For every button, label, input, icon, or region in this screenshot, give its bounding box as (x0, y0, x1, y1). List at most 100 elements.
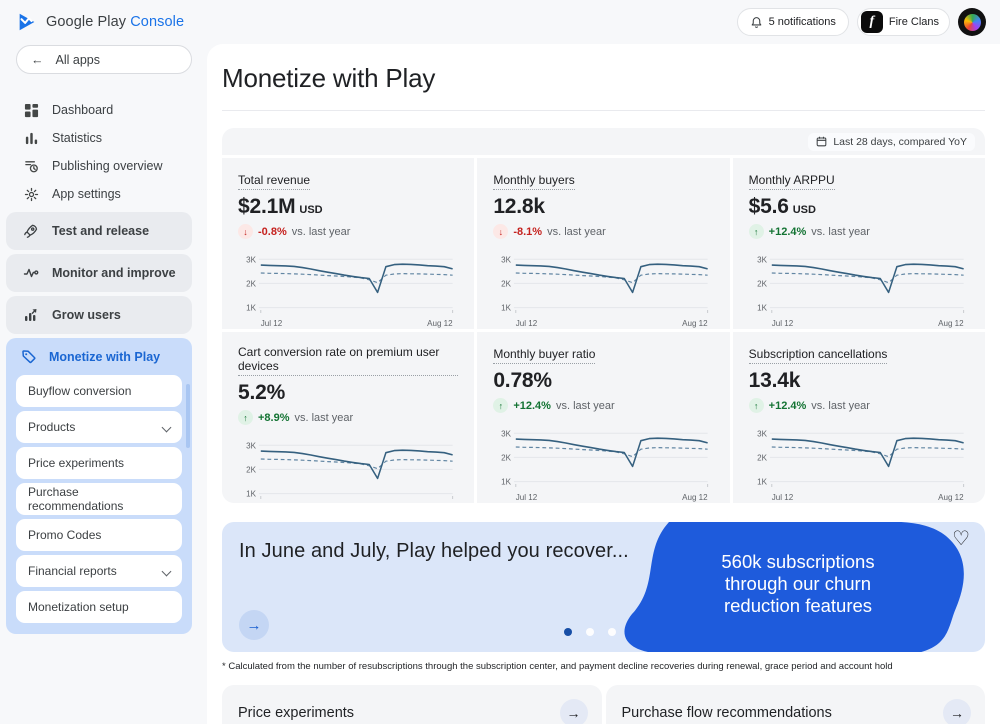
page-title: Monetize with Play (222, 63, 436, 93)
metrics-grid: Total revenue $2.1M USD ↓ -0.8% vs. last … (222, 158, 985, 503)
delta-suffix: vs. last year (291, 225, 351, 238)
metric-value: $2.1M (238, 195, 296, 218)
sidebar-item-publishing-overview[interactable]: Publishing overview (0, 152, 207, 180)
sidebar-nav: Dashboard Statistics Publishing overview (0, 96, 207, 208)
metric-delta: ↓ -0.8% vs. last year (238, 224, 458, 239)
metric-card-monthly-buyer-ratio: Monthly buyer ratio 0.78% ↑ +12.4% vs. l… (477, 332, 730, 503)
svg-text:Aug 12: Aug 12 (938, 493, 964, 502)
metric-label[interactable]: Subscription cancellations (748, 347, 888, 364)
sidebar-subitem-monetization-setup[interactable]: Monetization setup (16, 591, 182, 623)
main-content: Monetize with Play Last 28 days, compare… (207, 44, 1000, 724)
svg-text:Jul 12: Jul 12 (516, 319, 538, 328)
all-apps-label: All apps (55, 52, 100, 67)
gear-icon (23, 186, 39, 202)
sidebar-subitem-promo-codes[interactable]: Promo Codes (16, 519, 182, 551)
svg-text:Aug 12: Aug 12 (938, 319, 964, 328)
sidebar-item-app-settings[interactable]: App settings (0, 180, 207, 208)
carousel-dot[interactable] (608, 628, 616, 636)
metric-label[interactable]: Monthly buyer ratio (493, 347, 596, 364)
delta-value: -0.8% (258, 225, 287, 238)
delta-value: +8.9% (258, 411, 290, 424)
carousel-dot[interactable] (586, 628, 594, 636)
metric-label[interactable]: Monthly buyers (493, 173, 575, 190)
trend-up-icon: ↑ (493, 398, 509, 413)
all-apps-button[interactable]: ← All apps (16, 45, 192, 74)
svg-text:3K: 3K (246, 441, 256, 450)
sidebar-item-test-and-release[interactable]: Test and release (6, 212, 192, 250)
sidebar: ← All apps Dashboard Statistics (0, 44, 207, 724)
metric-value: 5.2% (238, 381, 286, 404)
subitem-label: Financial reports (28, 564, 117, 578)
sidebar-item-statistics[interactable]: Statistics (0, 124, 207, 152)
notifications-button[interactable]: 5 notifications (736, 8, 849, 36)
svg-text:Aug 12: Aug 12 (682, 319, 708, 328)
subitem-label: Promo Codes (28, 528, 102, 542)
metric-card-total-revenue: Total revenue $2.1M USD ↓ -0.8% vs. last … (222, 158, 475, 332)
app-switcher-button[interactable]: f Fire Clans (856, 8, 950, 36)
sidebar-subitem-products[interactable]: Products (16, 411, 182, 443)
open-price-experiments-button[interactable]: → (559, 699, 588, 724)
svg-text:2K: 2K (502, 453, 512, 462)
date-range-badge[interactable]: Last 28 days, compared YoY (808, 132, 975, 151)
svg-text:3K: 3K (502, 255, 512, 264)
svg-text:Aug 12: Aug 12 (427, 319, 453, 328)
sidebar-subitem-price-experiments[interactable]: Price experiments (16, 447, 182, 479)
bottom-cards: Price experiments → Understand how buyer… (222, 685, 985, 724)
svg-text:Jul 12: Jul 12 (516, 493, 538, 502)
sidebar-item-monetize-with-play[interactable]: Monetize with Play (6, 338, 192, 375)
promo-banner[interactable]: In June and July, Play helped you recove… (222, 522, 985, 652)
sidebar-item-grow-users[interactable]: Grow users (6, 296, 192, 334)
delta-suffix: vs. last year (547, 225, 606, 238)
svg-text:Jul 12: Jul 12 (771, 493, 793, 502)
growth-chart-icon (23, 307, 39, 323)
metric-card-cart-conversion-rate: Cart conversion rate on premium user dev… (222, 332, 475, 503)
heart-icon[interactable]: ♡ (952, 528, 970, 550)
svg-text:3K: 3K (502, 429, 512, 438)
purchase-flow-recommendations-card: Purchase flow recommendations → Understa… (605, 685, 985, 724)
sidebar-item-monitor-and-improve[interactable]: Monitor and improve (6, 254, 192, 292)
card-title: Purchase flow recommendations (621, 705, 832, 721)
sidebar-subitem-purchase-recommendations[interactable]: Purchase recommendations (16, 483, 182, 515)
sidebar-subitem-financial-reports[interactable]: Financial reports (16, 555, 182, 587)
metric-card-monthly-buyers: Monthly buyers 12.8k ↓ -8.1% vs. last ye… (477, 158, 730, 329)
chevron-down-icon (163, 423, 171, 431)
brand-name: Google Play Console (46, 14, 184, 30)
rocket-icon (23, 223, 39, 239)
sidebar-scrollbar[interactable] (186, 384, 190, 448)
metric-label[interactable]: Monthly ARPPU (748, 173, 835, 190)
open-purchase-flow-button[interactable]: → (943, 699, 971, 724)
calendar-icon (816, 136, 827, 147)
subitem-label: Price experiments (28, 456, 125, 470)
delta-suffix: vs. last year (811, 399, 870, 412)
publishing-overview-icon (23, 158, 39, 174)
trend-up-icon: ↑ (748, 224, 764, 239)
sidebar-item-label: Monetize with Play (49, 349, 161, 364)
metric-label[interactable]: Cart conversion rate on premium user dev… (238, 345, 459, 376)
bell-icon (750, 16, 763, 29)
metric-delta: ↑ +12.4% vs. last year (493, 398, 713, 413)
banner-footnote: * Calculated from the number of resubscr… (222, 661, 893, 672)
banner-next-button[interactable]: → (239, 610, 269, 640)
title-divider (222, 110, 985, 111)
delta-value: +12.4% (513, 399, 551, 412)
play-console-logo-icon (16, 11, 38, 33)
carousel-dot[interactable] (564, 628, 572, 636)
account-avatar[interactable] (958, 8, 986, 36)
metric-label[interactable]: Total revenue (238, 173, 311, 190)
sidebar-item-dashboard[interactable]: Dashboard (0, 96, 207, 124)
sidebar-subitem-buyflow-conversion[interactable]: Buyflow conversion (16, 375, 182, 407)
sidebar-item-label: Monitor and improve (52, 266, 176, 280)
svg-text:3K: 3K (757, 429, 767, 438)
delta-value: +12.4% (768, 225, 807, 238)
svg-text:2K: 2K (757, 453, 767, 462)
sidebar-item-label: Publishing overview (52, 159, 163, 173)
sidebar-item-label: Statistics (52, 131, 103, 145)
metric-value: 12.8k (493, 195, 545, 218)
svg-text:1K: 1K (502, 477, 512, 486)
delta-suffix: vs. last year (555, 399, 615, 412)
sidebar-item-label: Dashboard (52, 103, 114, 117)
